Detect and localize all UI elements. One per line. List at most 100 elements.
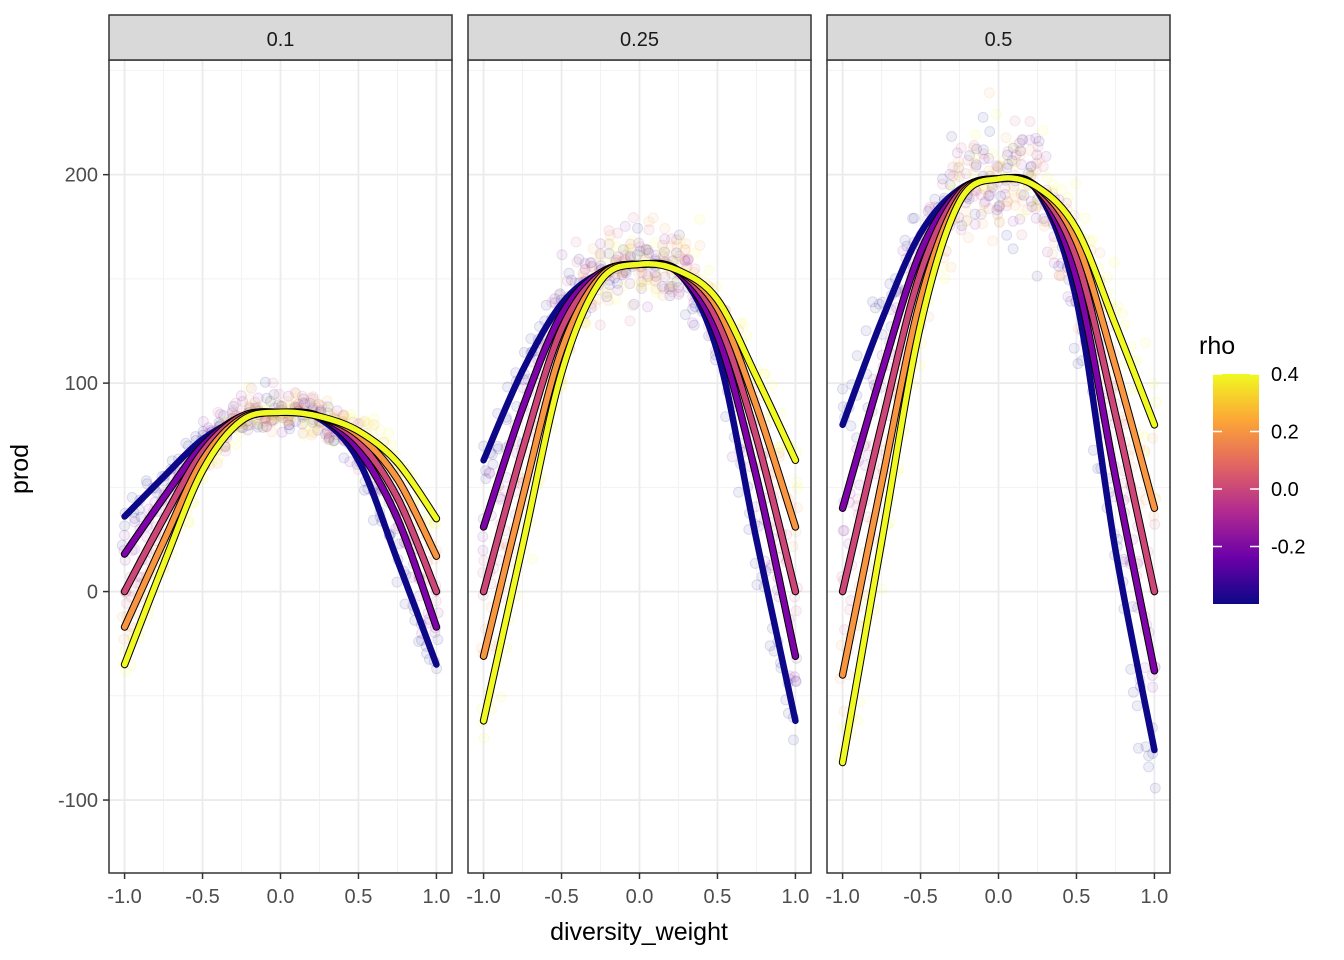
fit-lines (838, 173, 1159, 767)
data-point (620, 249, 631, 261)
data-point (737, 318, 749, 330)
data-point (1048, 257, 1060, 269)
data-point (650, 287, 662, 298)
data-point (640, 243, 652, 255)
data-point (603, 248, 615, 260)
data-point (1143, 750, 1155, 762)
data-point (218, 410, 230, 422)
data-point (1025, 161, 1037, 173)
data-point (992, 209, 1003, 220)
data-point (969, 208, 981, 220)
data-point (1018, 185, 1029, 197)
data-point (1006, 155, 1018, 167)
data-point (1070, 178, 1082, 190)
data-point (967, 167, 979, 179)
data-point (970, 161, 982, 173)
data-point (947, 170, 959, 182)
data-point (766, 379, 778, 391)
data-point (975, 189, 987, 201)
data-point (995, 160, 1006, 172)
data-point (1072, 358, 1084, 370)
data-point (320, 432, 332, 444)
data-point (245, 382, 257, 394)
data-point (939, 273, 951, 285)
data-point (579, 263, 591, 275)
data-point (979, 184, 991, 195)
data-point (642, 271, 654, 282)
data-point (556, 249, 568, 261)
x-tick-label: 1.0 (782, 886, 810, 908)
data-point (328, 434, 340, 446)
data-point (1014, 137, 1026, 149)
data-point (869, 302, 881, 314)
data-point (1014, 149, 1026, 161)
data-point (947, 161, 959, 173)
x-tick-label: 1.0 (1141, 886, 1169, 908)
x-tick-label: -0.5 (544, 886, 578, 908)
data-point (962, 232, 974, 244)
data-point (610, 241, 622, 253)
fit-line (480, 260, 799, 724)
data-point (790, 676, 802, 688)
data-point (290, 392, 302, 404)
data-point (658, 283, 670, 295)
data-point (1037, 125, 1049, 136)
data-point (992, 161, 1004, 173)
data-point (634, 245, 646, 257)
data-point (960, 205, 972, 217)
data-point (929, 193, 941, 205)
data-point (290, 415, 302, 427)
data-point (1014, 213, 1026, 225)
data-point (304, 397, 316, 409)
data-point (345, 409, 357, 421)
data-point (242, 424, 254, 436)
data-point (214, 408, 226, 420)
data-point (1150, 396, 1162, 408)
data-point (312, 424, 324, 436)
data-point (1016, 209, 1028, 221)
data-point (640, 279, 652, 291)
data-point (478, 732, 490, 744)
data-point (624, 243, 636, 255)
data-point (1033, 135, 1045, 147)
data-point (141, 478, 153, 490)
y-tick-label: 0 (87, 582, 98, 604)
data-point (573, 253, 585, 265)
data-point (118, 633, 130, 645)
data-point (666, 280, 678, 292)
data-point (642, 244, 654, 256)
data-point (682, 253, 694, 265)
data-point (601, 287, 613, 299)
data-point (640, 268, 652, 280)
data-point (679, 254, 690, 266)
data-point (657, 290, 669, 301)
data-point (237, 396, 249, 407)
data-point (674, 234, 686, 246)
data-point (290, 388, 302, 400)
data-point (664, 281, 676, 293)
data-point (1149, 782, 1161, 794)
data-point (477, 531, 489, 543)
data-point (276, 426, 288, 438)
data-point (331, 405, 343, 417)
data-point (259, 376, 271, 388)
data-point (197, 416, 209, 427)
data-point (129, 513, 141, 524)
data-point (375, 425, 386, 436)
data-point (642, 301, 654, 313)
data-point (970, 129, 982, 141)
data-point (1008, 140, 1020, 152)
data-point (666, 281, 678, 293)
data-point (1031, 149, 1043, 161)
legend-tick-label: 0.2 (1271, 422, 1299, 444)
data-point (978, 148, 989, 160)
data-point (1010, 156, 1022, 167)
data-point (549, 293, 561, 305)
data-point (1024, 116, 1036, 127)
data-point (626, 300, 638, 312)
data-point (658, 243, 670, 255)
data-point (977, 111, 989, 123)
data-point (687, 317, 698, 329)
data-point (249, 396, 261, 408)
data-point (257, 421, 269, 433)
